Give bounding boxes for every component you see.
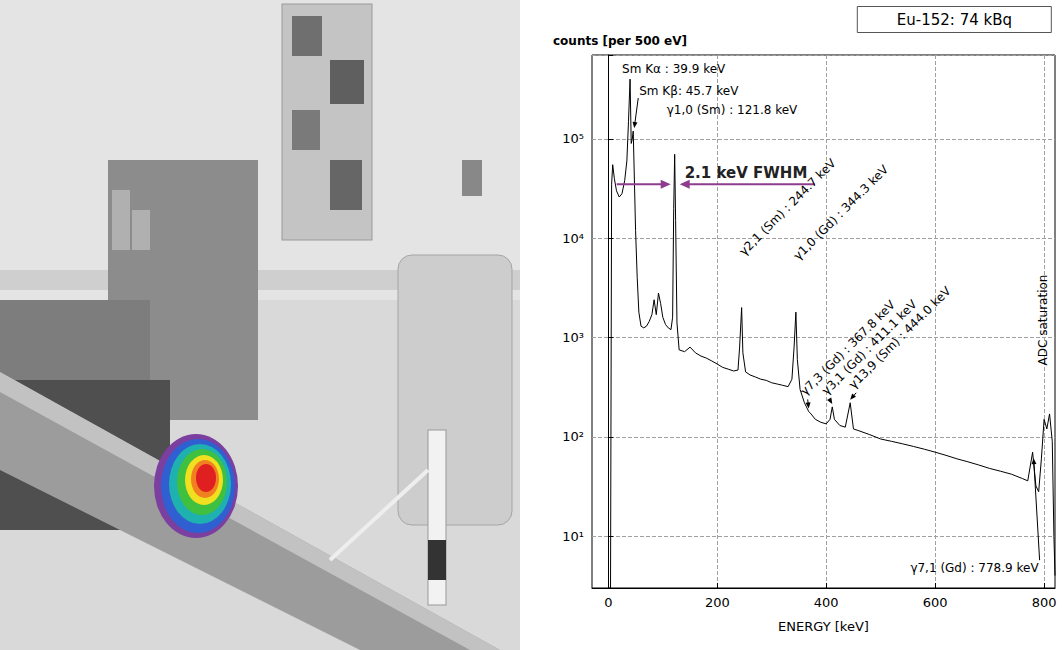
svg-text:10⁴: 10⁴ [562, 231, 584, 246]
svg-text:200: 200 [705, 595, 730, 610]
svg-text:γ2,1 (Sm) : 244.7 keV: γ2,1 (Sm) : 244.7 keV [736, 156, 839, 259]
svg-text:Sm Kβ: 45.7 keV: Sm Kβ: 45.7 keV [639, 84, 739, 98]
svg-text:γ1,0 (Gd) : 344.3 keV: γ1,0 (Gd) : 344.3 keV [790, 162, 892, 263]
svg-text:γ3,1 (Gd) : 411.1 keV: γ3,1 (Gd) : 411.1 keV [819, 297, 920, 398]
svg-text:10²: 10² [562, 429, 584, 444]
svg-text:800: 800 [1032, 595, 1057, 610]
svg-text:ADC saturation: ADC saturation [1036, 275, 1050, 366]
svg-text:10³: 10³ [562, 330, 584, 345]
svg-text:10⁵: 10⁵ [562, 131, 584, 146]
svg-text:400: 400 [814, 595, 839, 610]
svg-text:counts [per 500 eV]: counts [per 500 eV] [553, 34, 687, 48]
svg-text:2.1 keV FWHM: 2.1 keV FWHM [685, 164, 808, 182]
svg-text:γ1,0 (Sm) : 121.8 keV: γ1,0 (Sm) : 121.8 keV [667, 103, 798, 117]
svg-text:ENERGY [keV]: ENERGY [keV] [778, 619, 869, 634]
svg-text:γ13,9 (Sm) : 444.0 keV: γ13,9 (Sm) : 444.0 keV [846, 283, 954, 391]
svg-text:γ7,3 (Gd) : 367.8 keV: γ7,3 (Gd) : 367.8 keV [797, 297, 898, 399]
svg-text:10¹: 10¹ [562, 529, 584, 544]
svg-text:0: 0 [604, 595, 612, 610]
svg-text:600: 600 [923, 595, 948, 610]
svg-text:γ7,1 (Gd) : 778.9 keV: γ7,1 (Gd) : 778.9 keV [910, 561, 1039, 575]
svg-text:Sm Kα : 39.9 keV: Sm Kα : 39.9 keV [622, 62, 726, 76]
svg-text:Eu-152: 74 kBq: Eu-152: 74 kBq [897, 11, 1012, 29]
